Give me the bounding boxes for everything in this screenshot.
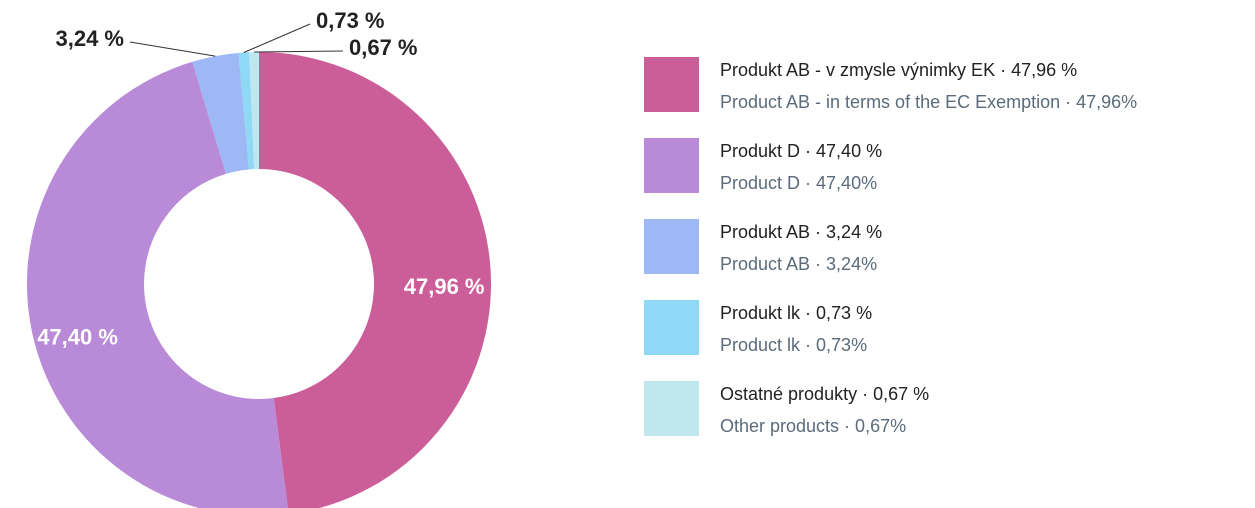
leader-line	[243, 23, 311, 53]
legend-label: Produkt lk · 0,73 %	[720, 303, 872, 323]
legend-sublabel: Product lk · 0,73%	[720, 335, 867, 355]
legend-label: Produkt D · 47,40 %	[720, 141, 882, 161]
leader-line	[129, 41, 216, 57]
legend-sublabel: Product AB - in terms of the EC Exemptio…	[720, 92, 1137, 112]
legend-swatch	[644, 57, 699, 112]
legend-swatch	[644, 381, 699, 436]
legend-label: Ostatné produkty · 0,67 %	[720, 384, 929, 404]
legend-swatch	[644, 300, 699, 355]
slice-label: 47,40 %	[37, 324, 118, 349]
slice-label: 0,67 %	[349, 35, 418, 60]
slice	[259, 52, 491, 508]
slice-label: 3,24 %	[56, 26, 125, 51]
legend-label: Produkt AB · 3,24 %	[720, 222, 882, 242]
legend-swatch	[644, 219, 699, 274]
legend-sublabel: Product AB · 3,24%	[720, 254, 877, 274]
slice	[249, 52, 259, 170]
slice	[192, 52, 249, 174]
leader-line	[254, 50, 344, 53]
legend-sublabel: Product D · 47,40%	[720, 173, 877, 193]
legend-label: Produkt AB - v zmysle výnimky EK · 47,96…	[720, 60, 1077, 80]
legend-swatch	[644, 138, 699, 193]
slice-label: 47,96 %	[404, 274, 485, 299]
slice	[238, 52, 255, 170]
legend-sublabel: Other products · 0,67%	[720, 416, 906, 436]
slice	[27, 61, 288, 508]
slice-label: 0,73 %	[316, 8, 385, 33]
